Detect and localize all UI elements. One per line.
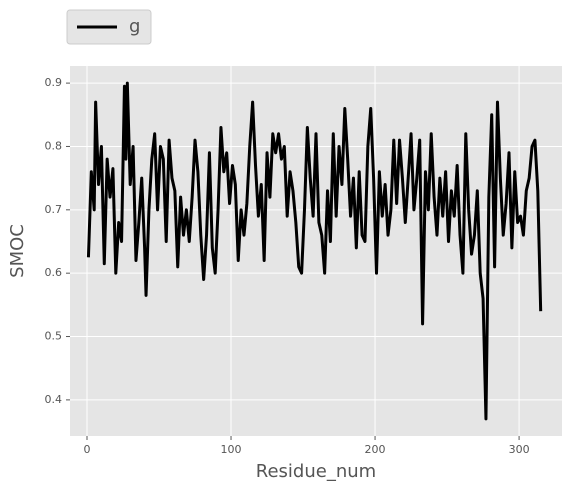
y-tick-label: 0.7 bbox=[45, 203, 63, 216]
y-axis-label: SMOC bbox=[7, 224, 28, 278]
y-tick-label: 0.6 bbox=[45, 266, 63, 279]
y-tick-label: 0.9 bbox=[45, 76, 63, 89]
x-tick-label: 0 bbox=[83, 443, 90, 456]
x-tick-label: 300 bbox=[509, 443, 530, 456]
x-axis-label: Residue_num bbox=[256, 461, 376, 482]
data-line bbox=[86, 81, 543, 421]
y-tick-label: 0.8 bbox=[45, 139, 63, 152]
y-tick-label: 0.4 bbox=[45, 393, 63, 406]
x-tick-label: 200 bbox=[365, 443, 386, 456]
x-tick-label: 100 bbox=[221, 443, 242, 456]
y-tick-label: 0.5 bbox=[45, 330, 63, 343]
legend-label: g bbox=[129, 16, 140, 37]
